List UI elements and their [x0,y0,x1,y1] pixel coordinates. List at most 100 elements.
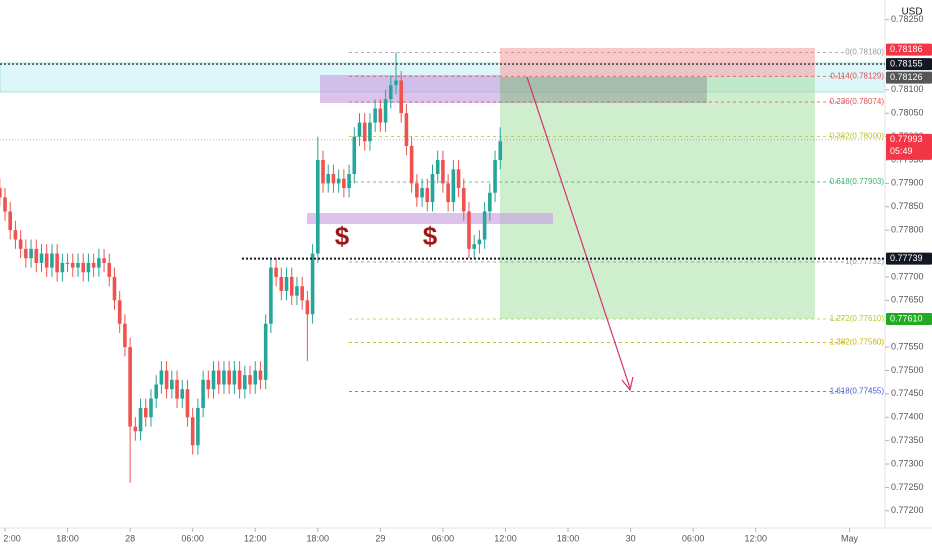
candle-body [274,267,278,277]
dollar-sign: $ [335,221,350,251]
candle-body [206,379,211,390]
price-tag [886,58,932,71]
fib-label: 0(0.78180) [845,48,884,57]
candle-body [70,262,75,268]
candle-body [97,258,101,268]
y-tick-label: 0.77250 [891,482,924,492]
candle-body [300,286,304,301]
x-tick-label: 06:00 [682,533,705,543]
candle-body [488,192,492,212]
arrow [526,76,631,389]
candle-body [446,183,450,203]
x-tick-label: 18:00 [557,533,580,543]
arrow-head [621,376,634,392]
candle-body [211,370,216,390]
candle-body [39,253,44,263]
candle-body [388,85,393,100]
candle-body [378,108,383,123]
candle-body [117,300,122,324]
x-tick-label: 18:00 [307,533,330,543]
candle-body [180,389,185,399]
candle-body [472,244,476,249]
fib-label: 1.272(0.77610) [830,314,885,323]
y-tick-label: 0.77800 [891,225,924,235]
candle-body [86,262,91,273]
candle-body [24,248,28,259]
candle-body [175,379,179,399]
x-tick-label: 18:00 [56,533,79,543]
candle-body [196,407,200,446]
price-tag-label: 0.78155 [890,58,923,68]
candle-body [420,188,424,198]
candle-body [159,370,164,385]
purple-zone [320,75,500,103]
candle-body [133,426,138,432]
price-tag-label: 0.78126 [890,72,923,82]
x-tick-label: 28 [125,533,135,543]
stop-zone [500,48,815,77]
candle-body [498,141,503,160]
candle-body [342,178,346,189]
candle-body [482,211,487,240]
candle-body [284,276,289,291]
price-tag-label: 0.77610 [890,313,923,323]
candle-body [258,370,263,380]
y-tick-label: 0.77350 [891,435,924,445]
candle-body [404,113,409,146]
x-tick-label: May [841,533,859,543]
candle-body [60,262,65,273]
currency-label: USD [901,7,922,18]
x-tick-label: 12:00 [744,533,767,543]
candle-body [394,80,398,86]
candle-body [237,370,242,390]
candle-body [352,136,357,175]
fib-label: 0.618(0.77903) [830,177,885,186]
candle-body [0,188,2,198]
candle-body [399,80,404,114]
y-tick-label: 0.77700 [891,271,924,281]
candle-body [201,379,205,408]
candle-body [336,178,341,184]
y-tick-label: 0.77900 [891,178,924,188]
x-tick-label: 2:00 [3,533,21,543]
candle-body [102,258,106,263]
candle-body [3,197,7,212]
fib-label: 1.618(0.77455) [830,387,885,396]
drawings [0,48,886,319]
price-tag [886,252,932,265]
candle-body [149,398,153,418]
candle-body [55,253,59,273]
x-tick-label: 12:00 [244,533,267,543]
candle-body [357,122,362,137]
x-tick-label: 06:00 [432,533,455,543]
candle-body [170,379,174,390]
fib-label: 0.114(0.78129) [830,71,884,80]
candle-body [154,384,158,399]
candle-body [222,370,226,385]
price-tag [886,313,932,326]
dollar-sign: $ [423,221,438,251]
candle-body [461,188,466,212]
candle-body [107,262,112,277]
y-tick-label: 0.78050 [891,108,924,118]
candle-body [243,375,247,390]
candle-body [138,407,143,432]
candle-body [451,169,456,203]
price-tag [886,43,932,56]
candle-body [44,253,49,268]
fib-label: 0.236(0.78074) [830,97,885,106]
x-tick-label: 29 [375,533,385,543]
y-tick-label: 0.77550 [891,341,924,351]
price-tag-label: 0.78186 [890,44,923,54]
candles [0,52,503,483]
candle-body [29,248,33,259]
candle-body [373,108,377,123]
candle-body [477,239,482,245]
candle-body [76,262,80,268]
target-zone [500,77,815,319]
candle-body [91,262,96,268]
candle-body [253,370,258,385]
y-tick-label: 0.78250 [891,14,924,24]
candle-body [315,159,320,254]
